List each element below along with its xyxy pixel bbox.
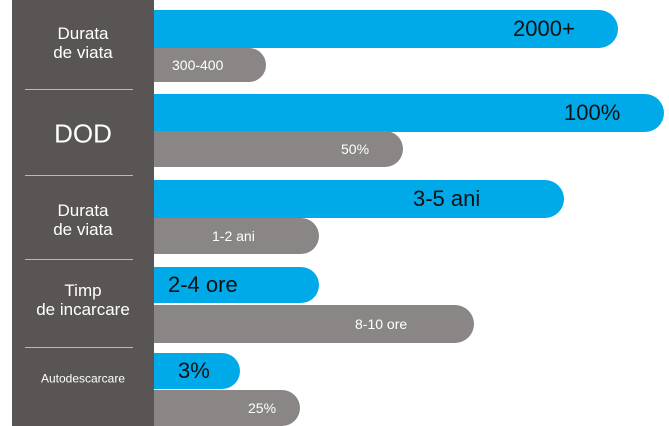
primary-bar-1 (130, 10, 618, 48)
primary-bar-label-4: 2-4 ore (168, 272, 238, 297)
secondary-bar-5 (130, 390, 300, 426)
category-divider-1 (25, 89, 133, 90)
category-label-1: Durata de viata (53, 23, 113, 62)
primary-bar-label-2: 100% (564, 100, 621, 125)
category-divider-4 (25, 347, 133, 348)
primary-bar-5 (130, 353, 240, 389)
secondary-bar-4 (130, 305, 474, 343)
primary-bar-2 (130, 94, 664, 132)
category-label-5: Autodescarcare (40, 371, 126, 386)
primary-bar-label-5: 3% (178, 358, 210, 383)
secondary-bar-label-5: 25% (248, 400, 277, 416)
secondary-bar-2 (130, 131, 403, 167)
secondary-bar-label-1: 300-400 (172, 57, 224, 73)
secondary-bar-label-4: 8-10 ore (355, 316, 408, 332)
primary-bar-label-1: 2000+ (513, 16, 575, 41)
secondary-bar-label-3: 1-2 ani (212, 228, 255, 244)
secondary-bar-1 (130, 48, 266, 82)
category-label-2: DOD (54, 118, 112, 149)
category-label-3: Durata de viata (53, 200, 113, 239)
primary-bar-label-3: 3-5 ani (413, 186, 481, 211)
category-divider-2 (25, 175, 133, 176)
secondary-bar-label-2: 50% (341, 141, 370, 157)
primary-bar-3 (130, 180, 564, 218)
primary-bar-4 (130, 267, 319, 303)
category-sidebar (12, 0, 154, 426)
category-label-4: Timp de incarcare (36, 280, 130, 319)
category-divider-3 (25, 259, 133, 260)
secondary-bar-3 (130, 218, 319, 254)
